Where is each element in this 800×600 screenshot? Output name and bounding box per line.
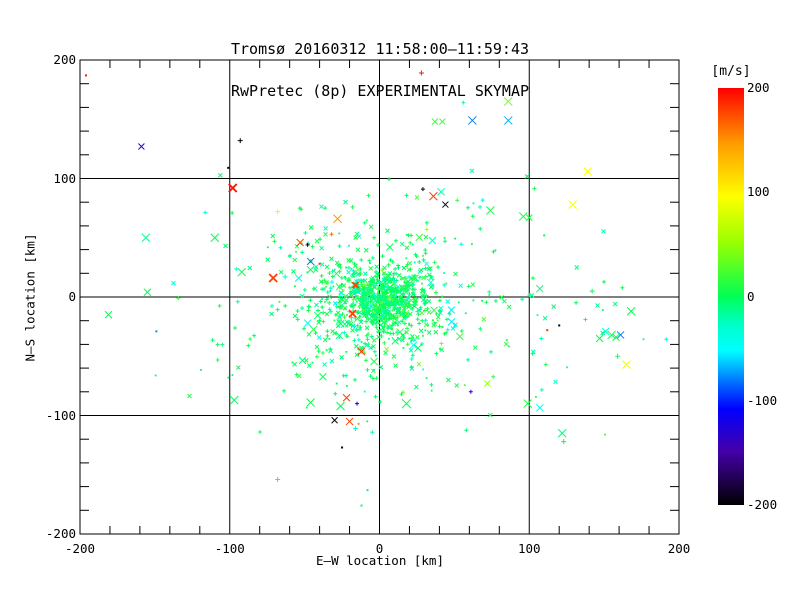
x-axis-label: E–W location [km] bbox=[316, 553, 444, 568]
chart-subtitle: RwPretec (8p) EXPERIMENTAL SKYMAP bbox=[230, 82, 529, 100]
x-tick-label: -100 bbox=[214, 541, 245, 556]
y-tick-label: 0 bbox=[68, 289, 76, 304]
x-tick-label: 100 bbox=[517, 541, 541, 556]
x-tick-label: 0 bbox=[375, 541, 384, 556]
colorbar-tick-label: 0 bbox=[747, 288, 755, 304]
colorbar-unit-label: [m/s] bbox=[711, 64, 751, 79]
colorbar-tick-label: -200 bbox=[747, 497, 778, 512]
colorbar-tick-label: 100 bbox=[747, 184, 770, 200]
chart-title-block: Tromsø 20160312 11:58:00–11:59:43 RwPret… bbox=[80, 14, 680, 126]
y-tick-label: -100 bbox=[45, 407, 76, 423]
colorbar-tick-label: 200 bbox=[747, 80, 770, 95]
colorbar-tick-label: -100 bbox=[747, 392, 778, 408]
y-tick-label: 200 bbox=[53, 52, 76, 67]
x-tick-label: 200 bbox=[667, 541, 691, 556]
y-tick-label: -200 bbox=[45, 526, 76, 541]
y-tick-label: 100 bbox=[53, 170, 76, 186]
colorbar-gradient bbox=[718, 88, 744, 505]
chart-title: Tromsø 20160312 11:58:00–11:59:43 bbox=[230, 40, 529, 58]
x-tick-label: -200 bbox=[64, 541, 96, 556]
